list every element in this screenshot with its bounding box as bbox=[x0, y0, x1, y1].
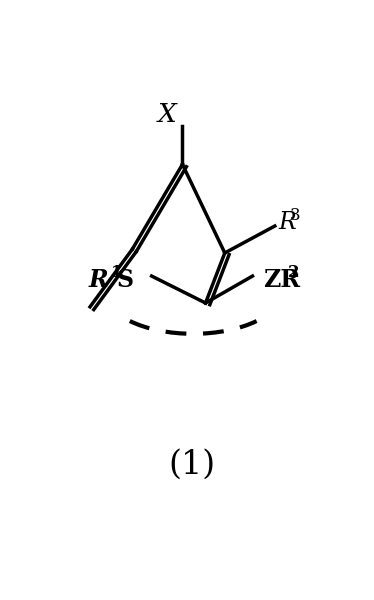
Text: X: X bbox=[158, 102, 177, 127]
Text: S: S bbox=[117, 268, 134, 292]
Text: 3: 3 bbox=[290, 207, 301, 224]
Text: ZR: ZR bbox=[263, 268, 300, 292]
Text: 1: 1 bbox=[111, 265, 122, 281]
Text: R: R bbox=[279, 211, 297, 233]
Text: (1): (1) bbox=[168, 449, 215, 481]
Text: R: R bbox=[88, 268, 108, 292]
Text: 2: 2 bbox=[288, 265, 300, 281]
